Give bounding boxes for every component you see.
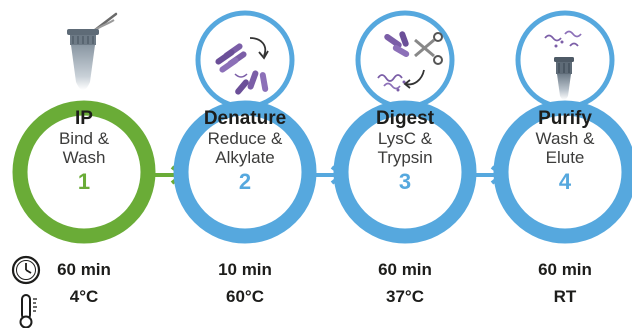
- step-4-temp: RT: [553, 287, 577, 306]
- step-3-number: 3: [398, 169, 412, 195]
- step-3-temp: 37°C: [386, 287, 424, 306]
- step-1-number: 1: [77, 169, 91, 195]
- step-2-temp: 60°C: [226, 287, 264, 306]
- step-1-temp: 4°C: [69, 287, 99, 306]
- step-2-title: Denature: [203, 108, 287, 129]
- step-2-number: 2: [238, 169, 252, 195]
- step-1-label: IP Bind & Wash 1: [10, 108, 158, 195]
- step-4-title: Purify: [538, 108, 592, 129]
- step-4-time: 60 min: [538, 260, 592, 279]
- step-1-desc-line1: Bind &: [58, 129, 110, 149]
- digest-icon-circle: [355, 10, 455, 110]
- step-1-time: 60 min: [57, 260, 111, 279]
- step-2-time: 10 min: [218, 260, 272, 279]
- step-2-desc-line1: Reduce &: [207, 129, 283, 149]
- spin-column-icon: [544, 30, 582, 100]
- step-2-desc-line2: Alkylate: [215, 148, 275, 168]
- clock-icon: [11, 255, 41, 285]
- step-4-desc-line1: Wash &: [535, 129, 595, 149]
- step-3-desc-line1: LysC &: [377, 129, 433, 149]
- step-2-ring: [173, 100, 317, 244]
- step-1-title: IP: [75, 108, 93, 129]
- scissors-icon: [377, 31, 443, 92]
- step-4-number: 4: [558, 169, 572, 195]
- step-3-desc-line2: Trypsin: [377, 148, 433, 168]
- step-1-ring: [12, 100, 156, 244]
- step-4-desc-line2: Elute: [545, 148, 585, 168]
- protein-folding-icon: [215, 37, 269, 95]
- step-4-ring: [493, 100, 632, 244]
- step-3-title: Digest: [375, 108, 435, 129]
- step-4-label: Purify Wash & Elute 4: [491, 108, 632, 195]
- denature-icon-circle: [195, 10, 295, 110]
- step-3-time: 60 min: [378, 260, 432, 279]
- tube-icon: [67, 12, 118, 90]
- step-1-desc-line2: Wash: [62, 148, 106, 168]
- step-3-label: Digest LysC & Trypsin 3: [331, 108, 479, 195]
- step-2-label: Denature Reduce & Alkylate 2: [171, 108, 319, 195]
- step-3-ring: [333, 100, 477, 244]
